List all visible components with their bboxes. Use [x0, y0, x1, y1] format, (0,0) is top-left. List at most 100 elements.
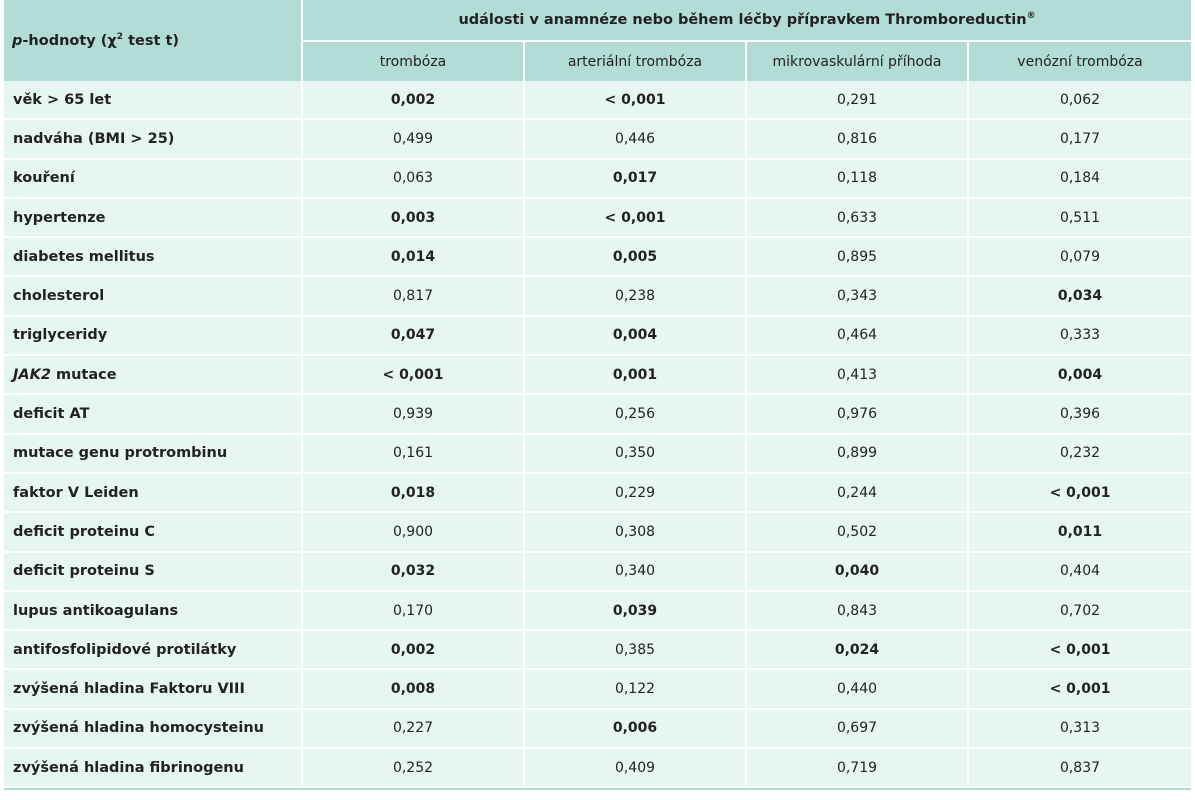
- p-value-cell: 0,895: [746, 237, 969, 278]
- table-row: zvýšená hladina homocysteinu 0,227 0,006 0,…: [4, 708, 1192, 750]
- group-header-sup: ®: [1026, 11, 1036, 22]
- p-value-cell: 0,017: [524, 158, 747, 199]
- p-value-cell: 0,003: [302, 197, 525, 239]
- row-label: hypertenze: [4, 197, 303, 239]
- p-value-cell: 0,252: [302, 748, 525, 789]
- p-value-cell: 0,002: [302, 81, 525, 121]
- group-header: události v anamnéze nebo během léčby pří…: [302, 0, 1192, 42]
- column-header-2: arteriální trombóza: [524, 41, 747, 81]
- row-label: nadváha (BMI > 25): [4, 119, 303, 160]
- p-values-table: p-hodnoty (χ2 test t) události v anamnéz…: [4, 0, 1192, 789]
- row-label: lupus antikoagulans: [4, 590, 303, 632]
- p-value-cell: < 0,001: [968, 630, 1192, 671]
- p-value-cell: 0,001: [524, 355, 747, 396]
- p-value-cell: 0,004: [524, 315, 747, 357]
- p-value-cell: 0,440: [746, 669, 969, 710]
- p-value-cell: 0,396: [968, 394, 1192, 435]
- p-value-cell: 0,633: [746, 197, 969, 239]
- p-value-cell: 0,006: [524, 708, 747, 750]
- p-value-cell: 0,170: [302, 590, 525, 632]
- p-value-cell: 0,244: [746, 472, 969, 514]
- row-label: faktor V Leiden: [4, 472, 303, 514]
- p-value-cell: 0,816: [746, 119, 969, 160]
- p-value-cell: 0,843: [746, 590, 969, 632]
- p-value-cell: 0,034: [968, 276, 1192, 317]
- table-row: cholesterol 0,817 0,238 0,343 0,034: [4, 276, 1192, 317]
- p-value-cell: 0,232: [968, 433, 1192, 474]
- table-container: p-hodnoty (χ2 test t) události v anamnéz…: [4, 0, 1192, 791]
- p-value-cell: 0,122: [524, 669, 747, 710]
- row-label-italic: JAK2: [13, 366, 51, 383]
- p-value-cell: 0,018: [302, 472, 525, 514]
- table-row: JAK2 mutace < 0,001 0,001 0,413 0,004: [4, 355, 1192, 396]
- row-label: JAK2 mutace: [4, 355, 303, 396]
- p-value-cell: 0,238: [524, 276, 747, 317]
- table-row: zvýšená hladina Faktoru VIII 0,008 0,122 0,…: [4, 669, 1192, 710]
- p-value-cell: 0,404: [968, 551, 1192, 592]
- table-row: mutace genu protrombinu 0,161 0,350 0,899 0,…: [4, 433, 1192, 474]
- row-header-italic: p: [12, 32, 23, 49]
- p-value-cell: 0,976: [746, 394, 969, 435]
- p-value-cell: 0,343: [746, 276, 969, 317]
- p-value-cell: 0,177: [968, 119, 1192, 160]
- p-value-cell: 0,079: [968, 237, 1192, 278]
- p-value-cell: 0,047: [302, 315, 525, 357]
- row-header-cell: p-hodnoty (χ2 test t): [4, 0, 303, 81]
- p-value-cell: 0,385: [524, 630, 747, 671]
- p-value-cell: 0,004: [968, 355, 1192, 396]
- row-header-sup: 2: [116, 31, 124, 42]
- table-row: deficit proteinu C 0,900 0,308 0,502 0,011: [4, 512, 1192, 553]
- p-value-cell: 0,039: [524, 590, 747, 632]
- p-value-cell: 0,024: [746, 630, 969, 671]
- p-value-cell: 0,014: [302, 237, 525, 278]
- p-value-cell: 0,118: [746, 158, 969, 199]
- p-value-cell: 0,032: [302, 551, 525, 592]
- p-value-cell: 0,413: [746, 355, 969, 396]
- table-row: triglyceridy 0,047 0,004 0,464 0,333: [4, 315, 1192, 357]
- p-value-cell: 0,062: [968, 81, 1192, 121]
- p-value-cell: 0,899: [746, 433, 969, 474]
- table-row: faktor V Leiden 0,018 0,229 0,244 < 0,001: [4, 472, 1192, 514]
- table-row: hypertenze 0,003 < 0,001 0,633 0,511: [4, 197, 1192, 239]
- p-value-cell: 0,040: [746, 551, 969, 592]
- p-value-cell: 0,697: [746, 708, 969, 750]
- p-value-cell: 0,464: [746, 315, 969, 357]
- p-value-cell: < 0,001: [302, 355, 525, 396]
- row-label: cholesterol: [4, 276, 303, 317]
- column-header-4: venózní trombóza: [968, 41, 1192, 81]
- column-header-3: mikrovaskulární příhoda: [746, 41, 969, 81]
- table-row: diabetes mellitus 0,014 0,005 0,895 0,079: [4, 237, 1192, 278]
- table-bottom-rule: [4, 788, 1191, 791]
- column-header-1: trombóza: [302, 41, 525, 81]
- table-row: lupus antikoagulans 0,170 0,039 0,843 0,702: [4, 590, 1192, 632]
- row-label: deficit proteinu S: [4, 551, 303, 592]
- p-value-cell: 0,227: [302, 708, 525, 750]
- p-value-cell: < 0,001: [524, 81, 747, 121]
- p-value-cell: < 0,001: [968, 472, 1192, 514]
- row-label: antifosfolipidové protilátky: [4, 630, 303, 671]
- table-body: věk > 65 let 0,002 < 0,001 0,291 0,062 nadváh…: [4, 81, 1192, 789]
- p-value-cell: 0,719: [746, 748, 969, 789]
- p-value-cell: 0,333: [968, 315, 1192, 357]
- row-label: kouření: [4, 158, 303, 199]
- p-value-cell: 0,837: [968, 748, 1192, 789]
- p-value-cell: 0,939: [302, 394, 525, 435]
- row-label: deficit proteinu C: [4, 512, 303, 553]
- p-value-cell: 0,900: [302, 512, 525, 553]
- table-row: antifosfolipidové protilátky 0,002 0,385 0,…: [4, 630, 1192, 671]
- table-row: zvýšená hladina fibrinogenu 0,252 0,409 0,7…: [4, 748, 1192, 789]
- p-value-cell: 0,702: [968, 590, 1192, 632]
- row-header-rest: -hodnoty (χ: [22, 32, 117, 49]
- row-label: mutace genu protrombinu: [4, 433, 303, 474]
- p-value-cell: 0,291: [746, 81, 969, 121]
- p-value-cell: 0,817: [302, 276, 525, 317]
- row-label: diabetes mellitus: [4, 237, 303, 278]
- table-header: p-hodnoty (χ2 test t) události v anamnéz…: [4, 0, 1192, 81]
- p-value-cell: 0,008: [302, 669, 525, 710]
- p-value-cell: 0,161: [302, 433, 525, 474]
- p-value-cell: 0,409: [524, 748, 747, 789]
- p-value-cell: 0,005: [524, 237, 747, 278]
- p-value-cell: 0,502: [746, 512, 969, 553]
- row-header-tail: test t): [123, 32, 180, 49]
- row-label: zvýšená hladina fibrinogenu: [4, 748, 303, 789]
